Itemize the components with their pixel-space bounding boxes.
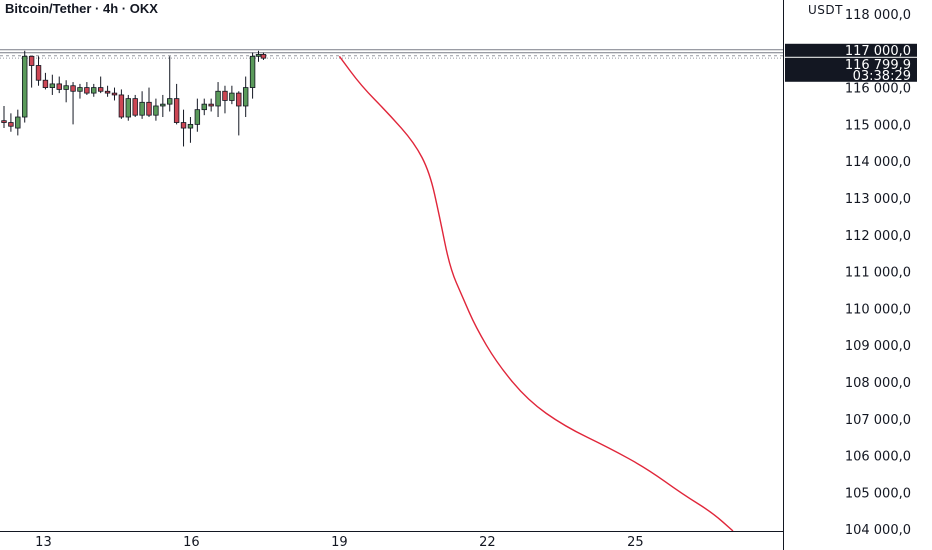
y-tick-label: 115 000,0 [845,118,911,133]
candle-down [1,120,7,123]
projection-line [338,55,734,532]
y-tick-label: 111 000,0 [845,266,911,281]
y-tick-label: 109 000,0 [845,339,911,354]
candle-up [125,98,131,118]
candle-down [56,83,62,90]
currency-unit: USDT [808,3,843,17]
price-tag-label: 116 799,9 [845,58,911,73]
candle-up [15,116,21,129]
candle-up [215,90,221,107]
y-tick-label: 110 000,0 [845,302,911,317]
candle-up [22,55,28,118]
projection-line-group [338,55,734,532]
candle-up [49,83,56,88]
candle-down [208,103,214,107]
candle-down [222,90,228,101]
x-axis-ticks: 13 16 19 22 25 [35,535,643,550]
price-tag-box [785,43,917,57]
candle-up [255,54,262,57]
candle-up [242,87,249,107]
y-tick-label: 116 000,0 [845,82,911,97]
x-tick-label: 13 [35,535,52,550]
candle-down [236,92,242,107]
candle-down [42,79,49,88]
candle-up [139,101,145,116]
x-tick-label: 22 [479,535,496,550]
y-tick-label: 113 000,0 [845,192,911,207]
candle-down [111,92,118,96]
y-tick-label: 107 000,0 [845,413,911,428]
y-tick-label: 114 000,0 [845,155,911,170]
candle-up [201,103,207,111]
price-tag-box [785,57,917,82]
candle-down [118,94,125,118]
candle-up [63,85,69,90]
candle-down [8,122,14,127]
price-tag-label: 117 000,0 [845,44,911,59]
candle-down [84,87,90,94]
candle-down [146,101,152,116]
candle-down [180,122,187,129]
candle-down [173,98,180,123]
y-axis-ticks: 118 000,0 116 000,0 115 000,0 114 000,0 113 … [845,8,911,538]
x-tick-label: 25 [627,535,644,550]
candle-up [77,87,83,92]
price-tag-label: 03:38:29 [853,69,911,84]
candle-up [167,98,173,105]
horizontal-levels [0,49,783,59]
candle-up [187,123,194,129]
y-tick-label: 104 000,0 [845,523,911,538]
candle-down [35,65,42,81]
chart-title: Bitcoin/Tether · 4h · OKX [5,1,158,16]
candle-up [229,92,235,101]
y-tick-label: 106 000,0 [845,450,911,465]
candle-down [70,85,76,92]
y-tick-label: 118 000,0 [845,8,911,23]
candle-down [97,87,104,92]
candle-up [160,103,166,107]
y-tick-label: 112 000,0 [845,229,911,244]
y-tick-label: 108 000,0 [845,376,911,391]
candle-up [249,55,256,88]
x-tick-label: 19 [331,535,348,550]
candle-up [194,109,201,125]
candle-down [132,98,138,116]
candle-up [153,105,159,116]
candle-down [104,90,111,94]
candle-down [260,54,267,59]
candle-down [28,55,35,66]
candles [1,50,267,147]
y-tick-label: 105 000,0 [845,486,911,501]
candle-up [91,87,97,94]
x-tick-label: 16 [183,535,200,550]
